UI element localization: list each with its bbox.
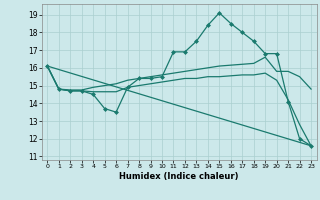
X-axis label: Humidex (Indice chaleur): Humidex (Indice chaleur): [119, 172, 239, 181]
